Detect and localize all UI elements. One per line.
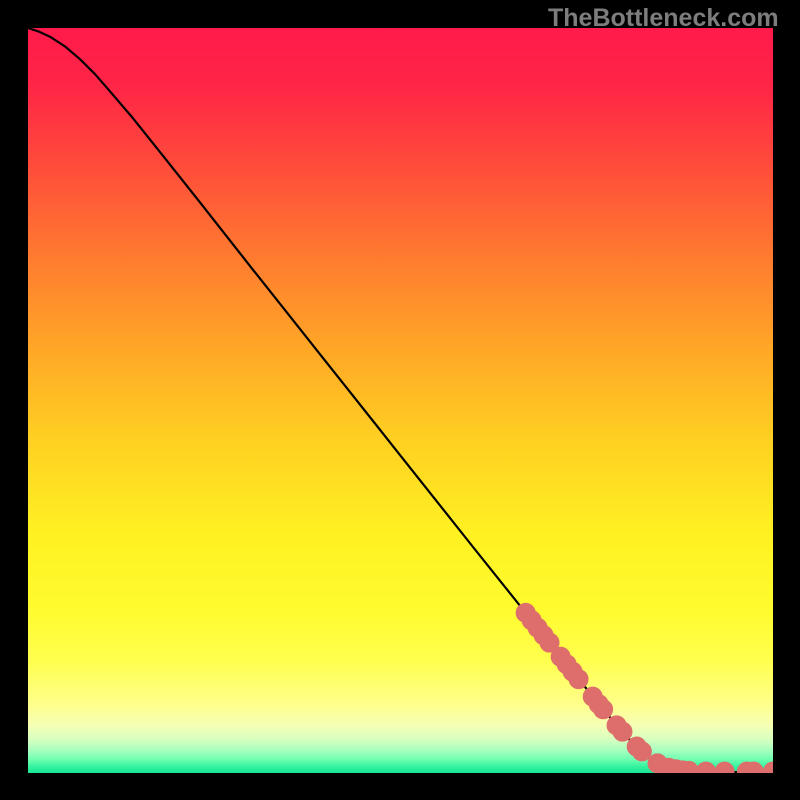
plot-svg [28, 28, 773, 773]
scatter-marker [569, 670, 588, 689]
scatter-marker [613, 722, 632, 741]
gradient-background [28, 28, 773, 773]
chart-stage: TheBottleneck.com [0, 0, 800, 800]
scatter-marker [632, 742, 651, 761]
attribution-text: TheBottleneck.com [548, 4, 779, 33]
plot-area [28, 28, 773, 773]
scatter-marker [594, 700, 613, 719]
